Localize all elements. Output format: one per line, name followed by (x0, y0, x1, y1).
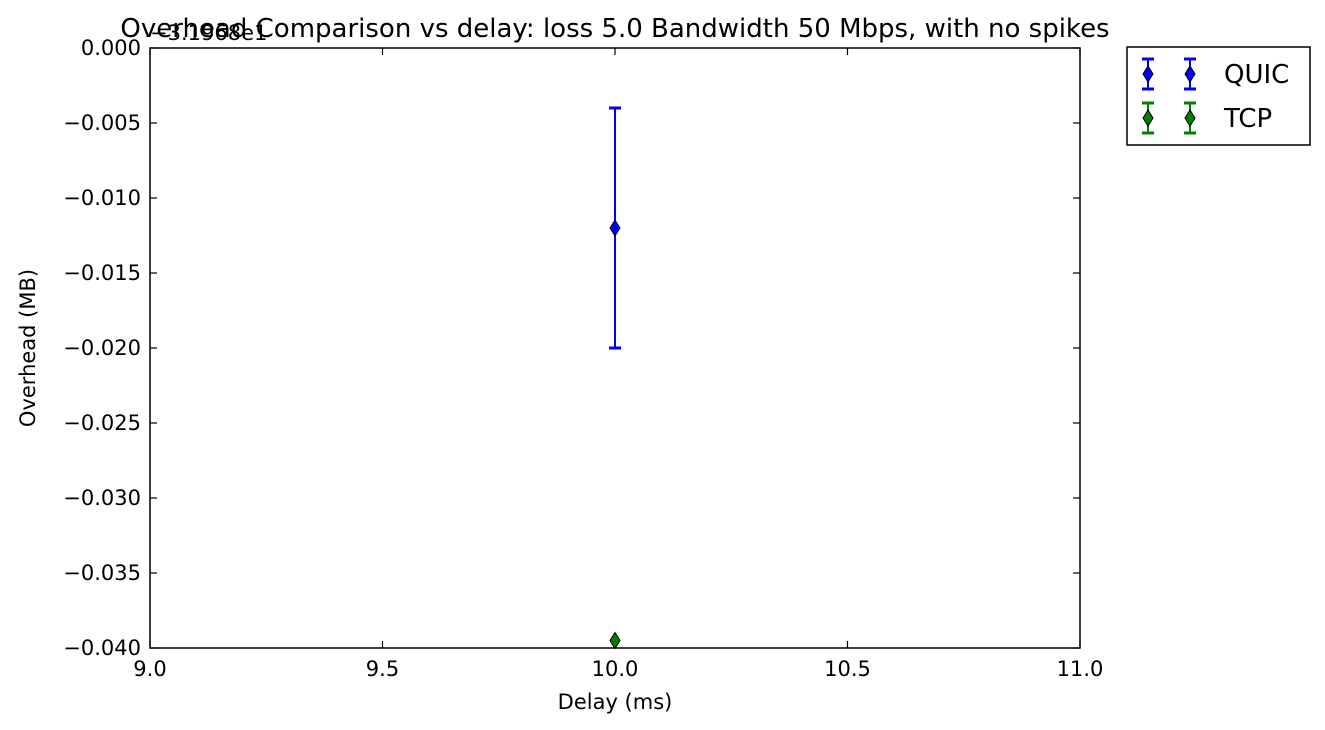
series-quic (609, 106, 621, 350)
y-tick-label: 0.000 (81, 36, 141, 60)
series-tcp (609, 631, 621, 650)
x-tick-label: 10.5 (824, 657, 871, 681)
x-tick-label: 9.0 (133, 657, 166, 681)
y-tick-label: −0.005 (63, 111, 141, 135)
y-axis-offset-label: −3.1968e1 (150, 21, 267, 45)
legend-marker-quic (1184, 65, 1196, 83)
y-tick-label: −0.025 (63, 411, 141, 435)
y-tick-label: −0.035 (63, 561, 141, 585)
y-tick-label: −0.020 (63, 336, 141, 360)
x-tick-label: 11.0 (1057, 657, 1104, 681)
legend-marker-quic (1142, 65, 1154, 83)
point-quic (609, 219, 621, 237)
y-axis-label: Overhead (MB) (16, 269, 40, 427)
legend: QUIC TCP (1126, 46, 1311, 146)
legend-marker-tcp (1184, 109, 1196, 127)
chart-title: Overhead Comparison vs delay: loss 5.0 B… (120, 14, 1109, 44)
axis-ticks: 9.0 9.5 10.0 10.5 11.0 0.000 −0.005 −0.010 −0.01… (63, 36, 1103, 681)
y-tick-label: −0.015 (63, 261, 141, 285)
legend-label-tcp: TCP (1223, 104, 1272, 134)
point-tcp (609, 631, 621, 650)
y-tick-label: −0.010 (63, 186, 141, 210)
y-tick-label: −0.030 (63, 486, 141, 510)
legend-box (1126, 46, 1311, 146)
x-tick-label: 9.5 (366, 657, 399, 681)
x-axis-label: Delay (ms) (558, 690, 673, 714)
x-tick-label: 10.0 (592, 657, 639, 681)
legend-marker-tcp (1142, 109, 1154, 127)
legend-label-quic: QUIC (1224, 60, 1289, 90)
data-series (609, 106, 621, 650)
y-tick-label: −0.040 (63, 636, 141, 660)
